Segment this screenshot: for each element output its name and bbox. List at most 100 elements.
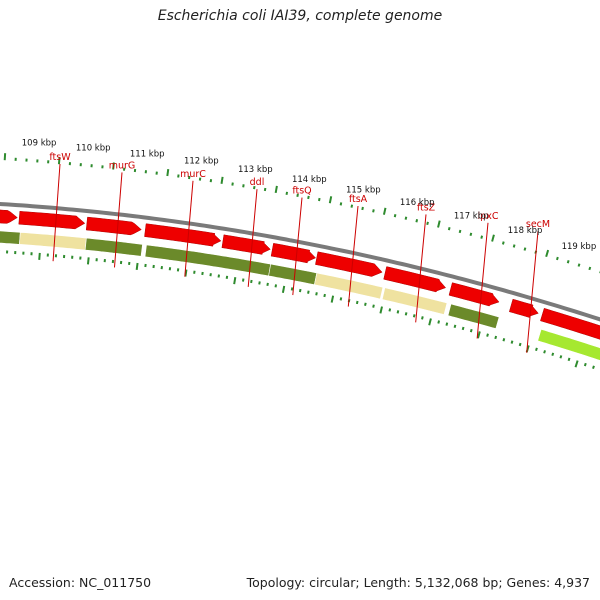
tick-mark <box>428 318 432 326</box>
tick-mark <box>502 338 506 342</box>
tick-mark <box>559 355 563 359</box>
tick-mark <box>290 287 294 291</box>
cds-arrow <box>383 266 447 293</box>
tick-mark <box>220 176 224 184</box>
feature-block <box>268 263 318 286</box>
feature-block <box>447 303 500 329</box>
inner-tick-ring <box>3 153 600 274</box>
tick-mark <box>298 288 302 293</box>
gene-label: secM <box>526 219 550 230</box>
tick-mark <box>184 269 188 277</box>
tick-mark <box>510 340 514 344</box>
tick-mark <box>461 326 465 331</box>
accession-text: Accession: NC_011750 <box>9 575 152 590</box>
gene-label: ftsA <box>349 194 368 205</box>
tick-mark <box>372 304 375 308</box>
tick-mark <box>458 229 462 234</box>
tick-mark <box>274 185 278 194</box>
tick-mark <box>588 266 592 271</box>
tick-mark <box>545 249 550 258</box>
feature-block <box>19 232 87 251</box>
gene-leader-line <box>184 180 194 277</box>
tick-mark <box>396 310 400 314</box>
tick-mark <box>494 335 498 340</box>
gene-label: ddl <box>250 177 265 188</box>
tick-mark <box>296 193 299 198</box>
tick-mark <box>382 207 387 215</box>
tick-mark <box>379 306 383 314</box>
tick-mark <box>476 331 481 339</box>
tick-mark <box>491 234 495 242</box>
kbp-label: 119 kbp <box>562 242 597 252</box>
gene-label: ftsW <box>49 152 71 163</box>
kbp-label: 110 kbp <box>76 143 111 153</box>
cds-arrow <box>540 307 600 340</box>
tick-mark <box>285 191 289 196</box>
kbp-label: 118 kbp <box>508 226 543 236</box>
tick-mark <box>426 221 429 226</box>
kbp-label: 112 kbp <box>184 157 219 167</box>
gene-labels: ftsW murG murC ddl ftsQ ftsA ftsZ lpxC secM <box>49 152 550 353</box>
gene-leader-line <box>113 172 123 268</box>
tick-mark <box>512 244 516 248</box>
tick-mark <box>437 220 441 228</box>
tick-mark <box>469 232 473 236</box>
kbp-label: 117 kbp <box>454 211 489 221</box>
tick-mark <box>350 204 354 208</box>
gene-label: ftsZ <box>417 202 436 213</box>
tick-mark <box>86 257 90 265</box>
map-title: Escherichia coli IAI39, complete genome <box>157 8 443 24</box>
tick-mark <box>364 302 367 306</box>
gene-leader-line <box>247 189 258 287</box>
tick-mark <box>339 297 343 301</box>
tick-mark <box>574 360 579 368</box>
tick-mark <box>315 292 318 296</box>
feature-block <box>381 287 448 315</box>
kbp-label: 114 kbp <box>292 175 327 185</box>
tick-mark <box>445 322 449 326</box>
cds-arrow-track <box>0 209 600 340</box>
cds-arrow <box>0 209 18 224</box>
gene-label: ftsQ <box>292 186 311 197</box>
tick-mark <box>518 342 522 347</box>
cds-arrow <box>85 216 142 236</box>
cds-arrow <box>221 234 271 255</box>
tick-mark <box>523 247 527 251</box>
tick-mark <box>307 195 310 200</box>
tick-mark <box>241 278 245 282</box>
cds-arrow <box>18 211 86 230</box>
tick-mark <box>404 216 408 220</box>
tick-mark <box>535 347 538 352</box>
cds-arrow <box>144 223 222 247</box>
tick-mark <box>412 314 416 318</box>
tick-mark <box>447 227 451 231</box>
kbp-label: 109 kbp <box>22 139 57 149</box>
tick-mark <box>281 285 286 294</box>
tick-mark <box>318 197 321 202</box>
tick-mark <box>135 262 139 271</box>
tick-mark <box>57 157 61 165</box>
gene-label: murG <box>109 160 136 171</box>
gene-label: lpxC <box>478 211 499 222</box>
tick-mark <box>355 300 359 305</box>
gene-leader-line <box>415 214 427 323</box>
tick-mark <box>339 202 343 206</box>
tick-mark <box>556 256 559 261</box>
tick-mark <box>330 295 335 303</box>
tick-mark <box>567 357 571 362</box>
kbp-labels: 109 kbp 110 kbp 111 kbp 112 kbp 113 kbp 114 k… <box>22 139 596 252</box>
feature-track <box>0 230 600 361</box>
tick-mark <box>453 324 457 328</box>
tick-mark <box>323 293 326 298</box>
tick-mark <box>437 320 441 324</box>
cds-arrow <box>448 282 500 307</box>
tick-mark <box>250 279 253 284</box>
tick-mark <box>263 187 267 192</box>
tick-mark <box>328 196 333 204</box>
tick-mark <box>112 162 115 170</box>
tick-mark <box>393 213 397 218</box>
gene-leader-line <box>476 222 489 339</box>
tick-mark <box>592 365 595 369</box>
tick-mark <box>404 312 408 316</box>
